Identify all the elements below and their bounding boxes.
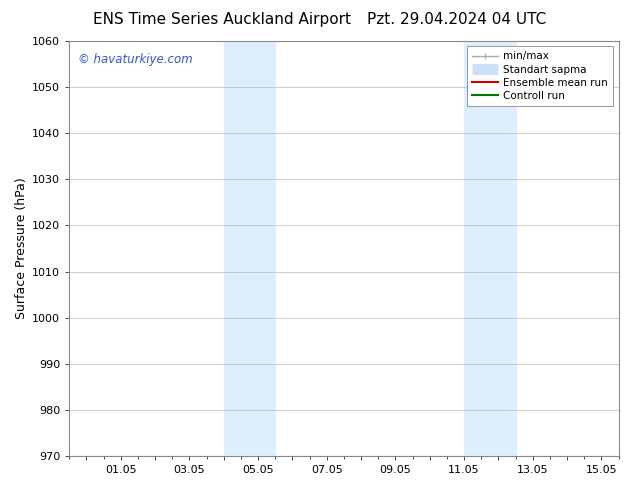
Text: ENS Time Series Auckland Airport: ENS Time Series Auckland Airport — [93, 12, 351, 27]
Bar — [464, 41, 515, 456]
Legend: min/max, Standart sapma, Ensemble mean run, Controll run: min/max, Standart sapma, Ensemble mean r… — [467, 46, 613, 106]
Y-axis label: Surface Pressure (hPa): Surface Pressure (hPa) — [15, 178, 28, 319]
Text: © havaturkiye.com: © havaturkiye.com — [77, 53, 192, 67]
Bar — [224, 41, 275, 456]
Text: Pzt. 29.04.2024 04 UTC: Pzt. 29.04.2024 04 UTC — [367, 12, 546, 27]
